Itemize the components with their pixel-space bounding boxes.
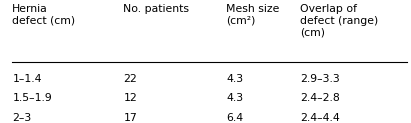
Text: Hernia
defect (cm): Hernia defect (cm) [12, 4, 76, 26]
Text: 2.4–4.4: 2.4–4.4 [300, 113, 340, 123]
Text: 2.9–3.3: 2.9–3.3 [300, 74, 340, 84]
Text: 4.3: 4.3 [226, 74, 243, 84]
Text: 22: 22 [123, 74, 137, 84]
Text: 17: 17 [123, 113, 137, 123]
Text: 1–1.4: 1–1.4 [12, 74, 42, 84]
Text: No. patients: No. patients [123, 4, 189, 14]
Text: 12: 12 [123, 93, 137, 103]
Text: 1.5–1.9: 1.5–1.9 [12, 93, 52, 103]
Text: Overlap of
defect (range)
(cm): Overlap of defect (range) (cm) [300, 4, 378, 38]
Text: Mesh size
(cm²): Mesh size (cm²) [226, 4, 279, 26]
Text: 4.3: 4.3 [226, 93, 243, 103]
Text: 2.4–2.8: 2.4–2.8 [300, 93, 340, 103]
Text: 6.4: 6.4 [226, 113, 243, 123]
Text: 2–3: 2–3 [12, 113, 32, 123]
